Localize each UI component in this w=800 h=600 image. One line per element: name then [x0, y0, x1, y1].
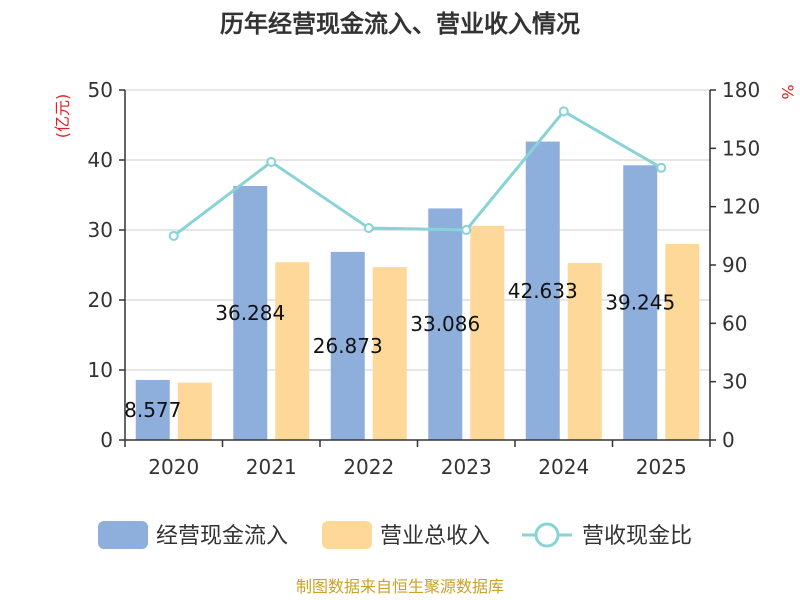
x-tick-label: 2024 — [538, 455, 589, 479]
bar-revenue — [372, 267, 407, 440]
data-label: 26.873 — [313, 334, 383, 358]
bar-revenue — [275, 262, 310, 440]
bar-revenue — [567, 262, 602, 440]
legend: 经营现金流入 营业总收入 营收现金比 — [98, 521, 692, 549]
right-tick-label: 30 — [722, 370, 747, 394]
data-label: 36.284 — [215, 301, 285, 325]
data-label: 39.245 — [605, 291, 675, 315]
left-tick-label: 0 — [100, 428, 113, 452]
data-label: 33.086 — [410, 312, 480, 336]
left-tick-label: 30 — [88, 218, 113, 242]
x-tick-label: 2022 — [343, 455, 394, 479]
ratio-line — [168, 106, 667, 241]
x-tick-label: 2020 — [148, 455, 199, 479]
legend-swatch-cash-inflow — [98, 521, 148, 549]
ratio-polyline — [172, 109, 663, 238]
bar-revenue — [470, 225, 505, 440]
left-tick-label: 50 — [88, 78, 113, 102]
legend-label-ratio: 营收现金比 — [582, 524, 692, 549]
x-tick-label: 2025 — [636, 455, 687, 479]
legend-label-cash-inflow: 经营现金流入 — [156, 524, 288, 549]
left-tick-label: 10 — [88, 358, 113, 382]
bar-cash-inflow — [330, 251, 365, 440]
legend-swatch-ratio-marker — [534, 522, 560, 548]
bar-cash-inflow — [428, 208, 463, 440]
ratio-point — [168, 230, 179, 241]
x-tick-label: 2023 — [441, 455, 492, 479]
right-tick-label: 0 — [722, 428, 735, 452]
data-labels: 8.577 36.284 26.873 33.086 42.633 39.245 — [124, 279, 675, 422]
legend-label-revenue: 营业总收入 — [380, 524, 490, 549]
right-tick-label: 120 — [722, 195, 760, 219]
ratio-point — [363, 223, 374, 234]
right-tick-label: 90 — [722, 253, 747, 277]
x-tick-label: 2021 — [246, 455, 297, 479]
data-label: 8.577 — [124, 398, 181, 422]
bar-cash-inflow — [135, 379, 170, 440]
ratio-point — [656, 162, 667, 173]
ratio-point — [461, 225, 472, 235]
ratio-point — [558, 106, 569, 117]
bar-cash-inflow — [233, 186, 268, 440]
chart-title: 历年经营现金流入、营业收入情况 — [220, 10, 580, 38]
right-tick-label: 60 — [722, 311, 747, 335]
left-tick-label: 40 — [88, 148, 113, 172]
bars — [135, 141, 700, 440]
right-tick-label: 180 — [722, 78, 760, 102]
ratio-point — [266, 156, 277, 167]
left-axis-unit: (亿元) — [53, 94, 72, 139]
right-tick-label: 150 — [722, 136, 760, 160]
legend-swatch-revenue — [322, 521, 372, 549]
bar-revenue — [177, 382, 212, 440]
source-note: 制图数据来自恒生聚源数据库 — [296, 577, 504, 596]
bar-cash-inflow — [623, 165, 658, 440]
right-axis-unit: % — [778, 84, 797, 99]
data-label: 42.633 — [508, 279, 578, 303]
bar-cash-inflow — [525, 141, 560, 440]
axes: 0 10 20 30 40 50 0 30 60 90 120 150 180 2020 2021 2022 2… — [88, 78, 761, 479]
bar-revenue — [665, 244, 700, 440]
left-tick-label: 20 — [88, 288, 113, 312]
